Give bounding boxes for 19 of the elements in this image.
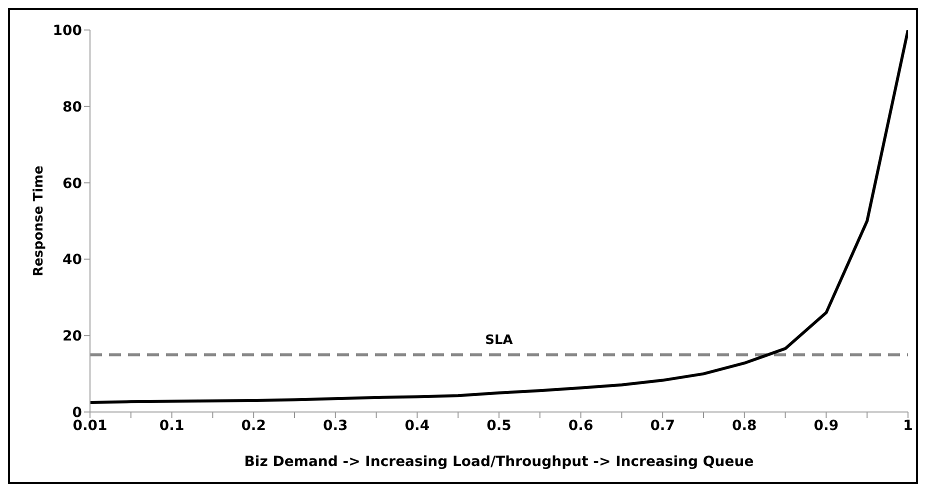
x-tick-label: 0.3 — [322, 418, 348, 434]
x-axis-title: Biz Demand -> Increasing Load/Throughput -> Increasing Queue — [244, 454, 754, 470]
y-tick-label: 100 — [52, 22, 82, 39]
x-tick-label: 1 — [903, 418, 913, 434]
x-tick-label: 0.2 — [241, 418, 266, 434]
y-tick-label: 80 — [62, 99, 82, 116]
x-tick-label: 0.7 — [650, 418, 676, 434]
x-tick-label: 0.8 — [732, 418, 757, 434]
x-tick-label: 0.6 — [568, 418, 594, 434]
y-axis-title: Response Time — [32, 165, 47, 276]
y-tick-label: 20 — [62, 328, 82, 345]
x-tick-label: 0.9 — [814, 418, 839, 434]
ref-line-label: SLA — [485, 332, 513, 348]
x-tick-label: 0.5 — [486, 418, 512, 434]
y-tick-label: 60 — [62, 176, 82, 192]
y-tick-label: 40 — [62, 252, 82, 268]
x-tick-label: 0.4 — [404, 418, 430, 434]
x-tick-label: 0.1 — [159, 418, 184, 434]
line-series — [90, 30, 908, 404]
